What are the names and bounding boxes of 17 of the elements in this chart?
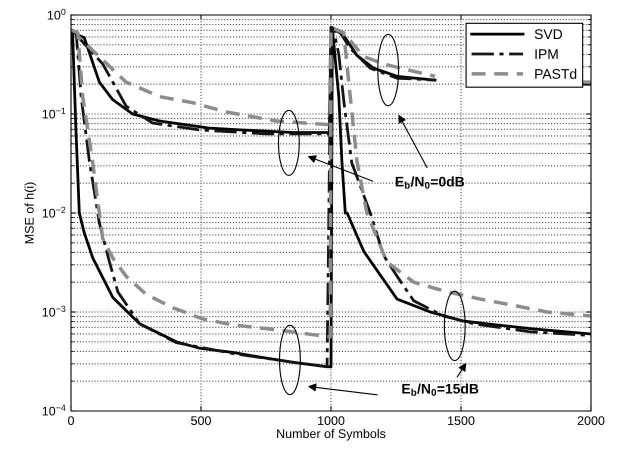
x-tick-label: 1000 bbox=[318, 416, 344, 426]
y-tick-label: 10$^{−4}$ bbox=[42, 404, 66, 416]
legend-label: SVD bbox=[534, 29, 562, 40]
y-tick-label: 10$^{−3}$ bbox=[42, 306, 66, 317]
x-axis-title: Number of Symbols bbox=[277, 428, 386, 441]
y-tick-label: 10$^{−2}$ bbox=[42, 206, 66, 218]
legend-label: PASTd bbox=[535, 68, 576, 79]
x-tick-label: 500 bbox=[191, 416, 211, 426]
y-tick-label: 10$^{−1}$ bbox=[42, 108, 66, 119]
y-tick-label: 10$^{0}$ bbox=[48, 8, 66, 20]
legend-label: IPM bbox=[535, 49, 558, 59]
x-tick-label: 2000 bbox=[578, 416, 604, 426]
annotation: E$_{b}$/N$_{0}$=0dB bbox=[396, 176, 464, 189]
annotation: E$_{b}$/N$_{0}$=15dB bbox=[402, 383, 478, 396]
y-axis-title: MSE of h(i) bbox=[24, 182, 36, 244]
x-tick-label: 1500 bbox=[448, 416, 474, 426]
x-tick-label: 0 bbox=[68, 416, 74, 426]
